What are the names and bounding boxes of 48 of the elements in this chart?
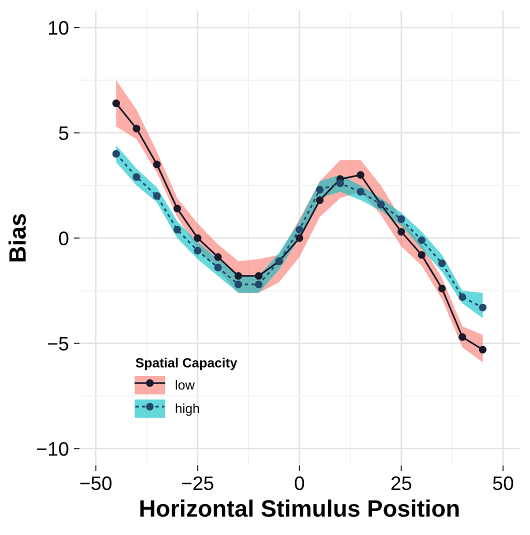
point [214,253,222,261]
y-tick-label: −10 [37,442,68,456]
point [397,215,406,223]
y-tick-label: 10 [48,21,68,35]
x-tick-label: −25 [182,476,214,490]
point [214,264,222,272]
point [132,173,140,181]
point [458,333,466,341]
y-tick-label: 0 [59,232,68,246]
point [316,196,324,204]
point [478,304,487,312]
point [132,124,140,132]
point [234,272,242,280]
point [254,272,263,280]
y-tick-label: −5 [48,337,68,351]
point [112,100,120,108]
x-tick-label: 50 [493,476,514,490]
legend-label: low [176,380,195,390]
legend-label: high [176,403,200,416]
point [336,180,344,188]
point [438,284,446,292]
point [112,150,120,158]
point [316,186,324,194]
x-axis-title: Horizontal Stimulus Position [140,500,459,517]
x-tick-label: −50 [80,476,112,490]
point [254,280,263,288]
point [356,171,364,179]
point [397,228,406,236]
legend-title: Spatial Capacity [136,358,238,370]
point [296,226,304,234]
point [356,188,364,196]
point [153,160,161,168]
point [194,246,202,255]
x-tick-label: 0 [294,476,304,490]
point [153,192,161,200]
point [173,204,182,212]
point [173,226,182,234]
y-axis-title: Bias [8,214,26,262]
point [458,293,466,301]
x-tick-label: 25 [391,476,412,490]
point [234,280,242,288]
point [296,234,304,242]
point [418,251,426,259]
point [418,236,426,244]
point [438,260,446,268]
point [194,234,202,242]
y-tick-label: 5 [59,126,68,140]
point [478,346,487,354]
